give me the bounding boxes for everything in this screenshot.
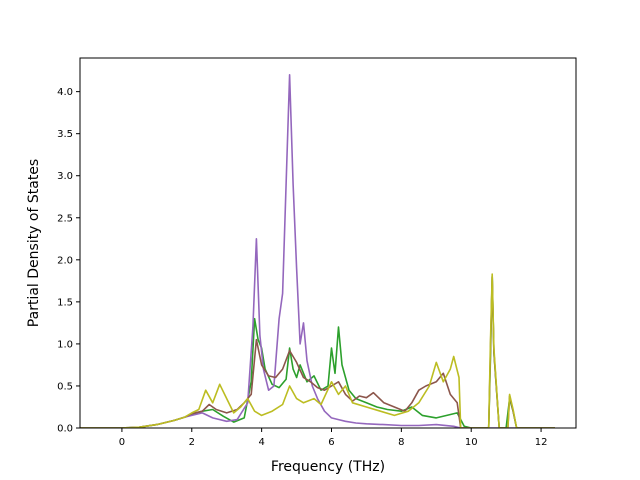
y-tick-label: 1.5: [57, 297, 73, 308]
x-tick-label: 4: [258, 437, 264, 448]
plot-frame: [79, 57, 577, 429]
series-line-1: [80, 74, 555, 428]
series-line-3: [80, 273, 555, 428]
y-tick-label: 3.0: [57, 171, 73, 182]
x-tick-label: 0: [119, 437, 125, 448]
y-tick-label: 4.0: [57, 87, 73, 98]
series-line-2: [80, 275, 555, 428]
x-tick-label: 10: [465, 437, 478, 448]
y-tick-label: 0.0: [57, 424, 73, 435]
x-tick-label: 6: [328, 437, 334, 448]
y-tick-label: 1.0: [57, 339, 73, 350]
y-tick-label: 3.5: [57, 129, 73, 140]
series-layer: [80, 74, 555, 428]
x-axis-label: Frequency (THz): [271, 459, 385, 475]
y-tick-label: 2.5: [57, 213, 73, 224]
series-line-0: [80, 275, 555, 428]
y-axis-label: Partial Density of States: [26, 159, 42, 327]
y-tick-label: 2.0: [57, 255, 73, 266]
y-axis-ticks: 0.0 0.5 1.0 1.5 2.0 2.5 3.0 3.5 4.0: [57, 87, 80, 435]
x-tick-label: 2: [189, 437, 195, 448]
x-axis-ticks: 0 2 4 6 8 10 12: [119, 428, 548, 448]
y-tick-label: 0.5: [57, 381, 73, 392]
x-tick-label: 8: [398, 437, 404, 448]
x-tick-label: 12: [535, 437, 548, 448]
